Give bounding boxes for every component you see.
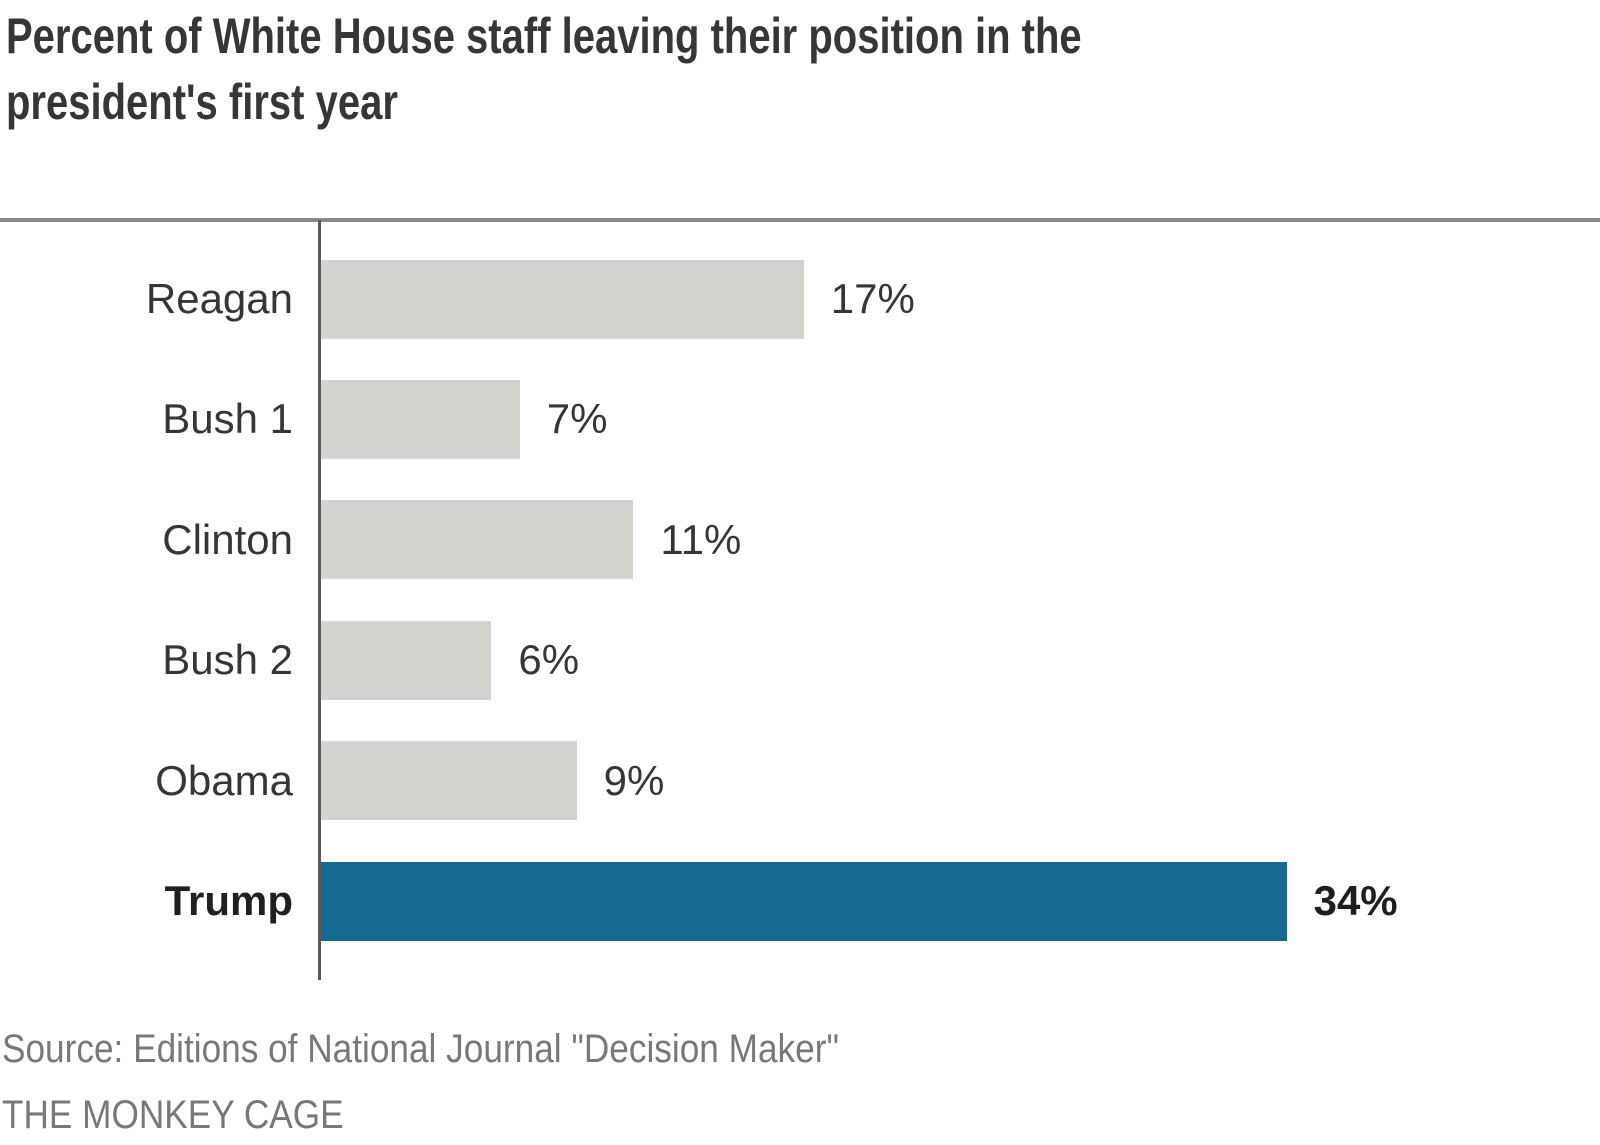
chart-row: Trump 34% [0, 841, 1600, 961]
chart-row: Bush 1 7% [0, 359, 1600, 479]
chart-title-line-1: Percent of White House staff leaving the… [6, 8, 1082, 64]
value-label: 34% [1313, 877, 1398, 924]
chart-row: Bush 2 6% [0, 600, 1600, 720]
value-label: 11% [660, 515, 742, 563]
y-axis-line [318, 220, 321, 980]
category-label: Trump [164, 877, 293, 924]
value-label: 7% [546, 395, 608, 443]
credit-line: THE MONKEY CAGE [2, 1093, 344, 1137]
chart-row: Reagan 17% [0, 239, 1600, 359]
value-label: 9% [603, 756, 665, 804]
source-note: Source: Editions of National Journal "De… [2, 1027, 839, 1071]
bar-chart: Reagan 17% Bush 1 7% Clinton 11% Bush 2 6% Obama… [0, 220, 1600, 980]
chart-row: Obama 9% [0, 721, 1600, 841]
category-label: Reagan [145, 275, 293, 322]
chart-title-line-2: president's first year [6, 74, 398, 130]
category-label: Obama [155, 756, 293, 804]
category-label: Bush 2 [162, 636, 293, 684]
value-label: 17% [830, 275, 915, 322]
bar-highlighted [321, 861, 1287, 941]
chart-row: Clinton 11% [0, 480, 1600, 600]
bar [321, 500, 634, 580]
bar [321, 259, 804, 339]
value-label: 6% [518, 636, 580, 684]
bar [321, 379, 520, 459]
chart-title: Percent of White House staff leaving the… [6, 3, 1351, 135]
category-label: Clinton [162, 515, 293, 563]
category-label: Bush 1 [162, 395, 293, 443]
bar [321, 620, 492, 700]
bar [321, 741, 577, 821]
top-divider-rule [0, 218, 1600, 222]
